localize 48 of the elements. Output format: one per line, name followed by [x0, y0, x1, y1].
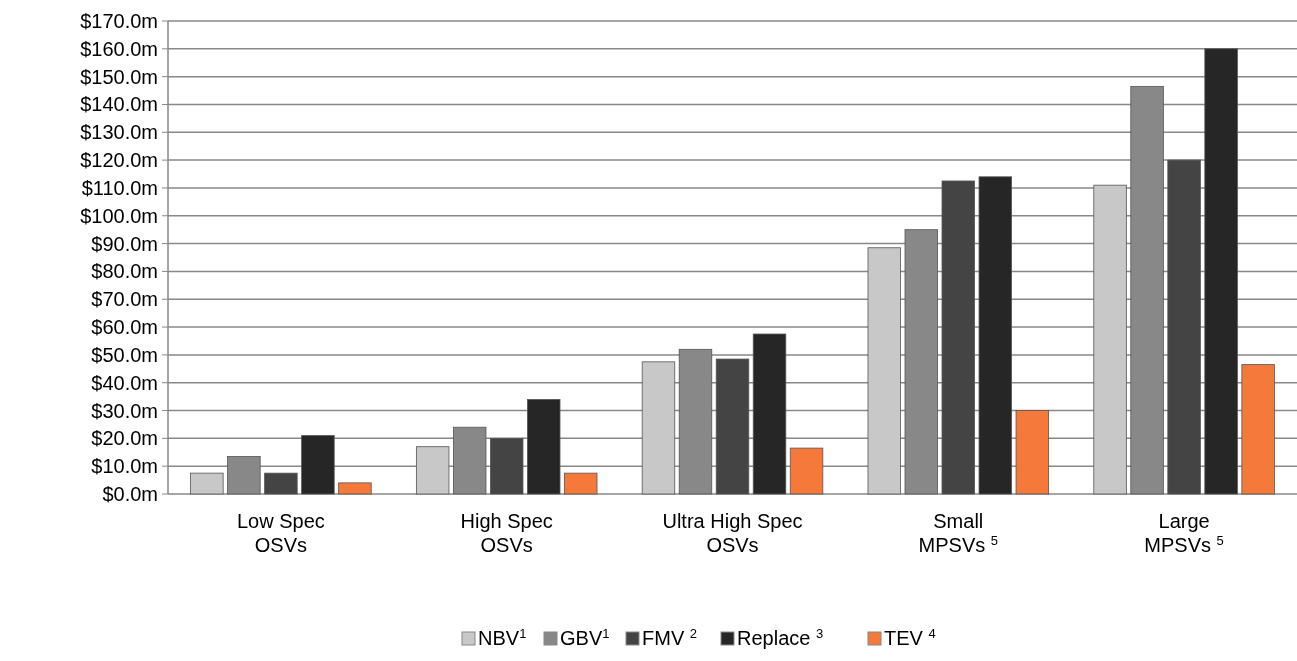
y-tick-label: $140.0m	[80, 93, 158, 116]
x-tick-label: Ultra High Spec OSVs	[662, 510, 803, 556]
y-tick-label: $50.0m	[91, 343, 158, 366]
bar	[1093, 184, 1127, 495]
y-tick-label: $150.0m	[80, 65, 158, 88]
bar	[978, 176, 1012, 495]
bar	[1015, 410, 1050, 495]
legend-label: NBV$^{1}$	[478, 625, 527, 649]
bar	[1204, 48, 1238, 495]
y-tick-label: $40.0m	[91, 371, 158, 394]
y-tick-label: $60.0m	[91, 316, 158, 339]
bar	[641, 361, 676, 495]
bar	[1167, 159, 1201, 495]
y-tick-label: $30.0m	[91, 399, 158, 422]
y-tick-label: $90.0m	[91, 232, 158, 255]
y-tick-label: $110.0m	[81, 176, 158, 199]
y-tick-label: $100.0m	[80, 204, 158, 227]
bar	[564, 472, 598, 495]
bar	[338, 482, 372, 495]
y-tick-label: $170.0m	[80, 10, 158, 32]
bar	[1241, 364, 1275, 495]
y-tick-label: $120.0m	[80, 149, 158, 172]
x-tick-label: High Spec OSVs	[460, 510, 553, 556]
y-tick-label: $160.0m	[80, 37, 158, 60]
bar	[264, 472, 298, 495]
x-tick-label: Large MPSVs $^{5}$	[1144, 510, 1224, 556]
bar	[301, 435, 335, 495]
legend-label: TEV $^{4}$	[884, 625, 936, 649]
y-tick-label: $0.0m	[102, 483, 158, 505]
bar	[490, 437, 524, 495]
bar	[527, 399, 561, 495]
x-tick-label: Small MPSVs $^{5}$	[918, 510, 999, 556]
y-tick-label: $20.0m	[91, 427, 158, 450]
y-tick-label: $130.0m	[80, 121, 158, 144]
x-tick-label: Low Spec OSVs	[236, 510, 325, 556]
y-tick-label: $70.0m	[91, 288, 158, 311]
bar	[867, 247, 901, 495]
bar	[941, 180, 975, 495]
legend-label: GBV$^{1}$	[560, 625, 610, 649]
bar	[789, 447, 824, 495]
bar	[715, 358, 750, 495]
y-tick-label: $10.0m	[91, 455, 158, 478]
bar	[190, 472, 224, 495]
legend-label: Replace $^{3}$	[737, 625, 824, 649]
bar	[752, 333, 787, 495]
bar	[415, 446, 450, 495]
legend-label: FMV $^{2}$	[642, 625, 698, 649]
y-tick-label: $80.0m	[91, 260, 158, 283]
